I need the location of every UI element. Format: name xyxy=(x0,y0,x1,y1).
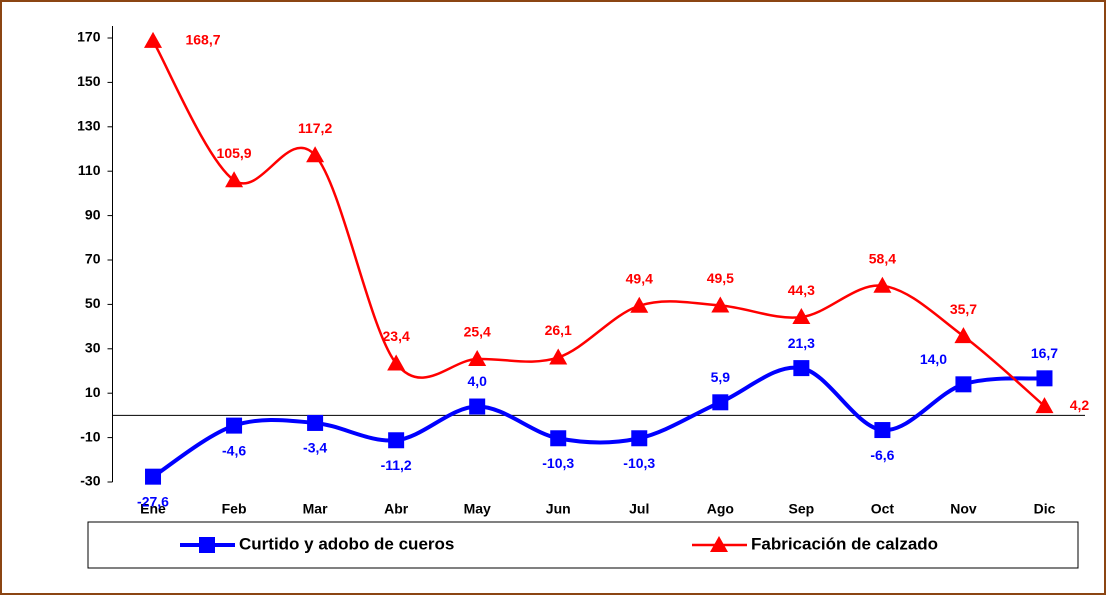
value-label: 44,3 xyxy=(788,282,815,298)
marker xyxy=(874,422,891,439)
y-tick-label: 130 xyxy=(77,118,101,134)
y-tick-label: 70 xyxy=(85,251,101,267)
marker xyxy=(225,171,244,188)
value-label: 35,7 xyxy=(950,301,977,317)
value-label: 105,9 xyxy=(217,145,252,161)
value-label: 26,1 xyxy=(545,322,572,338)
value-label: 117,2 xyxy=(298,120,332,136)
value-label: 23,4 xyxy=(383,328,410,344)
y-tick-label: 150 xyxy=(77,73,101,89)
y-tick-label: 90 xyxy=(85,206,101,222)
value-label: 49,4 xyxy=(626,270,653,286)
x-tick-label: Mar xyxy=(303,501,328,517)
legend-box xyxy=(87,521,1079,569)
x-tick-label: Jun xyxy=(546,501,571,517)
value-label: 49,5 xyxy=(707,270,734,286)
marker xyxy=(306,146,325,163)
marker xyxy=(199,537,215,553)
value-label: 25,4 xyxy=(464,324,491,340)
marker xyxy=(387,354,406,371)
marker xyxy=(307,414,324,431)
value-label: 58,4 xyxy=(869,250,896,266)
marker xyxy=(954,327,973,344)
legend-label: Curtido y adobo de cueros xyxy=(239,534,454,553)
marker xyxy=(630,296,649,313)
marker xyxy=(710,536,728,552)
value-label: -10,3 xyxy=(623,455,655,471)
x-tick-label: May xyxy=(464,501,491,517)
x-tick-label: Sep xyxy=(789,501,815,517)
x-tick-label: Ago xyxy=(707,501,734,517)
marker xyxy=(1036,370,1053,387)
value-label: 5,9 xyxy=(711,369,731,385)
marker xyxy=(631,430,648,447)
legend-label: Fabricación de calzado xyxy=(751,534,938,553)
y-tick-label: 50 xyxy=(85,295,101,311)
value-label: 168,7 xyxy=(185,32,220,48)
x-tick-label: Nov xyxy=(950,501,977,517)
x-tick-label: Abr xyxy=(384,501,409,517)
y-tick-label: 30 xyxy=(85,340,101,356)
y-tick-label: 170 xyxy=(77,29,101,45)
value-label: 4,0 xyxy=(467,373,487,389)
y-tick-label: -10 xyxy=(80,428,100,444)
marker xyxy=(144,31,163,48)
value-label: -6,6 xyxy=(870,447,894,463)
value-label: -4,6 xyxy=(222,442,246,458)
x-tick-label: Oct xyxy=(871,501,895,517)
marker xyxy=(549,348,568,365)
x-tick-label: Jul xyxy=(629,501,649,517)
marker xyxy=(550,430,567,447)
marker xyxy=(792,308,811,325)
marker xyxy=(793,360,810,377)
y-tick-label: 110 xyxy=(78,162,101,178)
marker xyxy=(1035,397,1054,414)
marker xyxy=(873,276,892,293)
marker xyxy=(145,468,162,485)
marker xyxy=(226,417,243,434)
value-label: -11,2 xyxy=(381,457,412,473)
x-tick-label: Ene xyxy=(140,501,166,517)
marker xyxy=(469,398,486,415)
value-label: -10,3 xyxy=(542,455,574,471)
value-label: 14,0 xyxy=(920,351,947,367)
marker xyxy=(468,350,487,367)
value-label: -27,6 xyxy=(137,493,169,509)
marker xyxy=(388,432,405,449)
y-tick-label: 10 xyxy=(85,384,101,400)
marker xyxy=(955,376,972,393)
marker xyxy=(711,296,730,313)
value-label: 21,3 xyxy=(788,335,815,351)
marker xyxy=(712,394,729,411)
x-tick-label: Dic xyxy=(1034,501,1056,517)
x-tick-label: Feb xyxy=(222,501,247,517)
value-label: 4,2 xyxy=(1070,397,1090,413)
value-label: -3,4 xyxy=(303,440,327,456)
y-tick-label: -30 xyxy=(80,473,100,489)
value-label: 16,7 xyxy=(1031,345,1058,361)
